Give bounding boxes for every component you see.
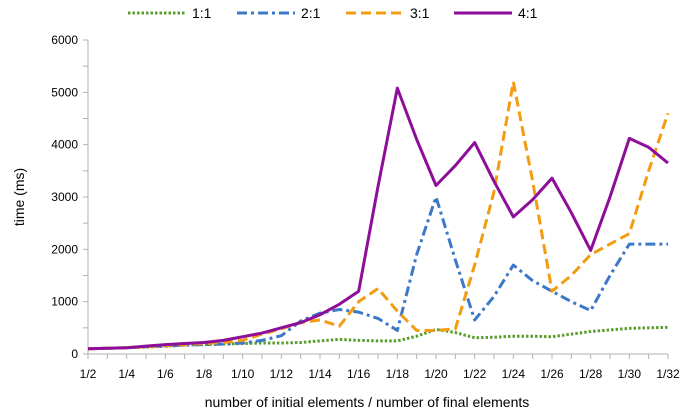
x-tick-label: 1/16 bbox=[347, 367, 371, 381]
legend: 1:1 2:1 3:1 4:1 bbox=[128, 5, 538, 21]
series-lines bbox=[87, 80, 670, 351]
x-tick-label: 1/10 bbox=[231, 367, 255, 381]
legend-label: 3:1 bbox=[410, 5, 430, 21]
legend-label: 2:1 bbox=[301, 5, 321, 21]
x-tick-label: 1/30 bbox=[618, 367, 642, 381]
x-tick-label: 1/6 bbox=[157, 367, 174, 381]
y-tick-label: 0 bbox=[71, 347, 78, 361]
x-tick-label: 1/2 bbox=[80, 367, 97, 381]
y-tick-label: 3000 bbox=[51, 190, 78, 204]
x-tick-label: 1/32 bbox=[656, 367, 680, 381]
y-ticks: 0 1000 2000 3000 4000 5000 6000 bbox=[51, 33, 88, 361]
x-tick-label: 1/20 bbox=[424, 367, 448, 381]
y-tick-label: 2000 bbox=[51, 242, 78, 256]
x-tick-label: 1/14 bbox=[308, 367, 332, 381]
x-tick-label: 1/26 bbox=[540, 367, 564, 381]
legend-label: 4:1 bbox=[518, 5, 538, 21]
series-line-4-1 bbox=[87, 86, 669, 351]
series-line-3-1 bbox=[87, 80, 670, 351]
x-tick-label: 1/28 bbox=[579, 367, 603, 381]
x-tick-label: 1/4 bbox=[118, 367, 135, 381]
x-tick-label: 1/8 bbox=[196, 367, 213, 381]
x-tick-label: 1/24 bbox=[502, 367, 526, 381]
y-tick-label: 4000 bbox=[51, 138, 78, 152]
y-tick-label: 6000 bbox=[51, 33, 78, 47]
y-axis-title: time (ms) bbox=[11, 168, 27, 226]
legend-label: 1:1 bbox=[192, 5, 212, 21]
x-tick-label: 1/12 bbox=[270, 367, 294, 381]
y-tick-label: 1000 bbox=[51, 295, 78, 309]
x-tick-label: 1/18 bbox=[386, 367, 410, 381]
x-tick-label: 1/22 bbox=[463, 367, 487, 381]
x-axis-title: number of initial elements / number of f… bbox=[205, 394, 530, 410]
y-tick-label: 5000 bbox=[51, 85, 78, 99]
x-ticks: 1/2 1/4 1/6 1/8 1/10 1/12 1/14 1/16 1/18 1/20 1/22… bbox=[80, 354, 680, 381]
series-line-2-1 bbox=[87, 195, 668, 351]
